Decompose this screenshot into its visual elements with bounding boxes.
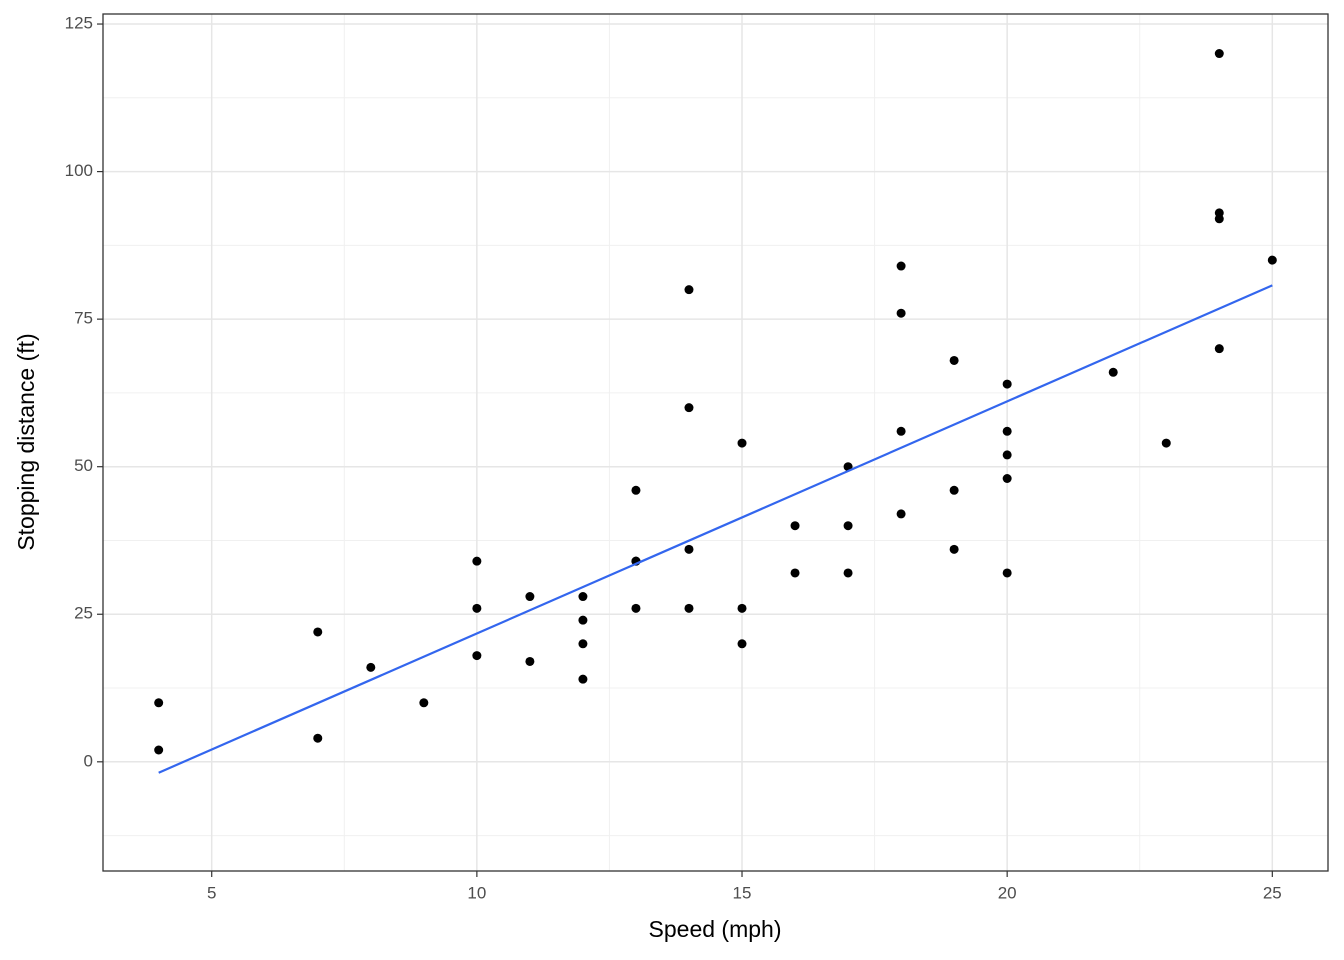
point [684,285,694,295]
y-tick-label: 0 [84,751,93,770]
point [1214,208,1224,218]
y-tick-label: 25 [74,604,93,623]
point [1002,426,1012,436]
point [896,509,906,519]
point [949,485,959,495]
point [1002,474,1012,484]
point [1002,568,1012,578]
point [896,261,906,271]
point [896,308,906,318]
point [313,733,323,743]
point [525,656,535,666]
y-tick-label: 75 [74,309,93,328]
point [684,403,694,413]
point [790,568,800,578]
point [525,592,535,602]
point [472,651,482,661]
x-tick-label: 5 [207,883,216,902]
x-tick-label: 10 [467,883,486,902]
point [790,521,800,531]
point [578,615,588,625]
point [631,485,641,495]
point [1214,344,1224,354]
y-tick-label: 100 [65,161,93,180]
point [419,698,429,708]
x-tick-label: 20 [998,883,1017,902]
y-tick-label: 50 [74,456,93,475]
point [1161,438,1171,448]
y-axis-title: Stopping distance (ft) [13,333,39,550]
point [154,698,164,708]
point [843,521,853,531]
point [154,745,164,755]
point [366,662,376,672]
point [949,544,959,554]
point [631,603,641,613]
point [1108,367,1118,377]
point [1214,49,1224,59]
x-tick-label: 15 [733,883,752,902]
y-tick-label: 125 [65,14,93,33]
fit-line [158,284,1273,774]
point [1267,255,1277,265]
point [313,627,323,637]
x-tick-label: 25 [1263,883,1282,902]
point [472,603,482,613]
point [1002,450,1012,460]
point [949,355,959,365]
point [472,556,482,566]
point [896,426,906,436]
point [578,674,588,684]
point [737,438,747,448]
plot-border [102,13,1329,872]
point [1002,379,1012,389]
point [684,544,694,554]
point [684,603,694,613]
x-axis-title: Speed (mph) [649,916,782,942]
point [737,639,747,649]
point [737,603,747,613]
point [578,639,588,649]
point [578,592,588,602]
point [843,568,853,578]
